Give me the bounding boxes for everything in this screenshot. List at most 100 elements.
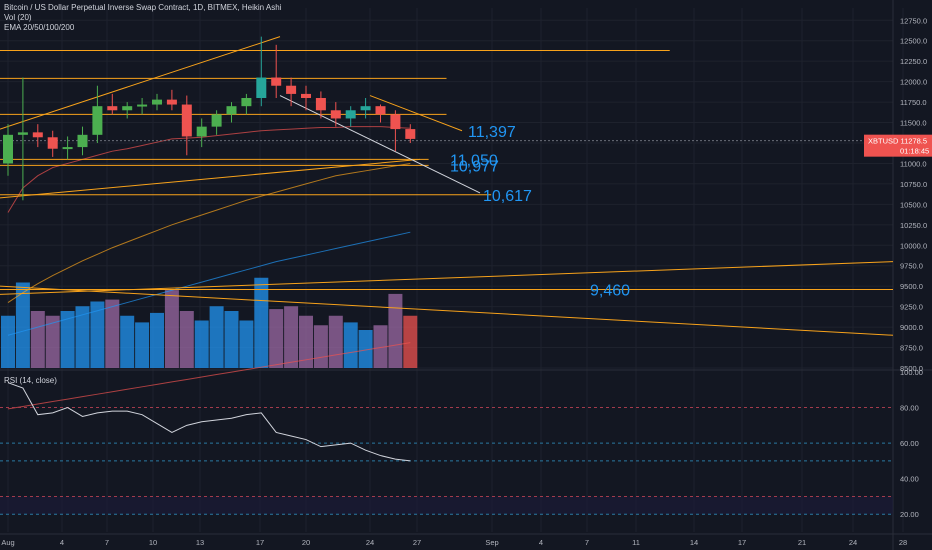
- price-axis-label: 11750.0: [900, 98, 927, 107]
- volume-bar: [284, 306, 299, 368]
- volume-bar: [328, 315, 343, 368]
- rsi-line: [7, 382, 411, 462]
- candle-body: [405, 129, 416, 139]
- descending-line: [369, 95, 463, 132]
- candle-body: [17, 132, 28, 135]
- volume-bar: [105, 299, 120, 368]
- candle-body: [375, 106, 386, 115]
- rsi-axis-label: 100.00: [900, 368, 923, 377]
- time-axis-label: 4: [60, 538, 64, 547]
- candle-body: [77, 134, 88, 148]
- volume-bar: [30, 311, 45, 368]
- time-axis-label: 14: [690, 538, 698, 547]
- ema-line: [7, 162, 411, 303]
- volume-indicator-label[interactable]: Vol (20): [4, 13, 32, 22]
- volume-bar: [120, 315, 135, 368]
- time-axis-label: 4: [539, 538, 543, 547]
- price-annotation: 9,460: [590, 282, 630, 299]
- price-axis-label: 10000.0: [900, 241, 927, 250]
- rsi-axis-label: 20.00: [900, 510, 919, 519]
- price-axis-label: 9000.0: [900, 323, 923, 332]
- price-axis-label: 10500.0: [900, 200, 927, 209]
- candle-body: [345, 110, 356, 119]
- time-axis-label: 27: [413, 538, 421, 547]
- price-axis-label: 12750.0: [900, 16, 927, 25]
- volume-bar: [358, 330, 373, 368]
- candle-body: [137, 104, 148, 107]
- time-axis-label: 7: [105, 538, 109, 547]
- volume-bar: [373, 325, 388, 368]
- rsi-axis-label: 60.00: [900, 439, 919, 448]
- white-trend-line: [279, 95, 481, 194]
- volume-bar: [343, 322, 358, 368]
- time-axis-label: 21: [798, 538, 806, 547]
- candle-body: [166, 99, 177, 105]
- time-axis-label: 24: [849, 538, 857, 547]
- price-annotation: 11,397: [468, 124, 516, 141]
- candle-body: [3, 134, 13, 164]
- time-axis-label: 11: [632, 538, 640, 547]
- time-axis-label: 17: [738, 538, 746, 547]
- long-trend-line: [0, 261, 894, 295]
- price-axis-label: 8500.0: [900, 364, 923, 373]
- candle-body: [286, 85, 297, 94]
- time-axis-label: Sep: [485, 538, 498, 547]
- volume-bar: [269, 309, 284, 368]
- candle-body: [47, 137, 58, 149]
- volume-bar: [90, 301, 105, 368]
- channel-top-line: [0, 36, 281, 130]
- time-axis-label: 13: [196, 538, 204, 547]
- volume-bar: [150, 312, 164, 368]
- ema-line: [7, 126, 411, 213]
- price-annotation: 10,977: [450, 158, 499, 175]
- candle-body: [226, 106, 237, 115]
- ema-indicator-label[interactable]: EMA 20/50/100/200: [4, 23, 75, 32]
- price-axis-label: 12000.0: [900, 78, 927, 87]
- time-axis-label: 20: [302, 538, 310, 547]
- candle-body: [360, 106, 371, 111]
- ema-line: [7, 342, 411, 410]
- candle-body: [107, 106, 118, 111]
- time-axis-label: 10: [149, 538, 157, 547]
- volume-bar: [224, 311, 239, 368]
- volume-bar: [135, 322, 150, 368]
- price-badge-label: XBTUSD 11278.5: [868, 137, 927, 146]
- price-axis-label: 10250.0: [900, 221, 927, 230]
- candle-body: [152, 99, 162, 105]
- rsi-indicator-label[interactable]: RSI (14, close): [4, 376, 57, 385]
- candle-body: [32, 132, 43, 138]
- candle-body: [271, 77, 282, 86]
- volume-bar: [194, 320, 209, 368]
- time-axis-label: 17: [256, 538, 264, 547]
- symbol-title[interactable]: Bitcoin / US Dollar Perpetual Inverse Sw…: [4, 3, 282, 12]
- candle-body: [301, 93, 311, 98]
- volume-bar: [313, 325, 328, 368]
- volume-bar: [60, 311, 75, 368]
- volume-bar: [388, 293, 403, 368]
- price-axis-label: 12500.0: [900, 37, 927, 46]
- candle-body: [330, 110, 341, 119]
- price-annotation: 11,050: [450, 152, 498, 169]
- time-axis-label: 7: [585, 538, 589, 547]
- price-axis-label: 9500.0: [900, 282, 923, 291]
- time-axis-label: 28: [899, 538, 907, 547]
- price-axis-label: 8750.0: [900, 344, 923, 353]
- long-trend-line: [0, 285, 894, 336]
- price-axis-label: 12250.0: [900, 57, 927, 66]
- rsi-axis-label: 80.00: [900, 404, 919, 413]
- price-axis-label: 11000.0: [900, 159, 927, 168]
- chart-legend: Bitcoin / US Dollar Perpetual Inverse Sw…: [4, 3, 281, 33]
- candle-body: [92, 106, 103, 135]
- volume-bar: [75, 306, 90, 368]
- volume-bar: [15, 282, 30, 368]
- candle-body: [241, 98, 252, 107]
- price-axis-label: 9250.0: [900, 303, 923, 312]
- candle-body: [315, 98, 326, 111]
- price-axis-label: 11500.0: [900, 119, 927, 128]
- volume-bar: [254, 277, 269, 368]
- volume-bar: [179, 311, 194, 368]
- volume-bar: [209, 306, 224, 368]
- volume-bar: [403, 315, 418, 368]
- channel-bottom-line: [0, 158, 421, 199]
